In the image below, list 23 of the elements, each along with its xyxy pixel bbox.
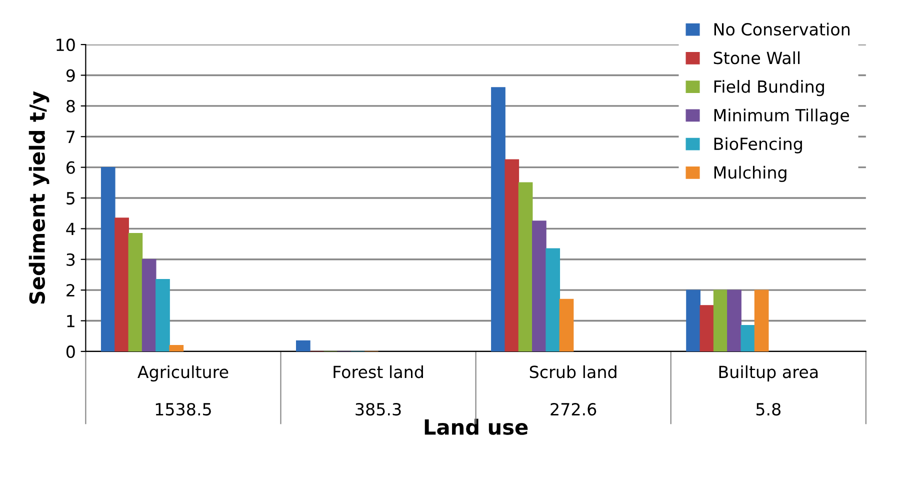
y-tick-label: 9 bbox=[66, 69, 75, 82]
y-tick-label: 0 bbox=[66, 345, 75, 358]
y-tick-label: 8 bbox=[66, 100, 75, 112]
y-tick-label: 5 bbox=[66, 192, 75, 205]
y-tick-label: 3 bbox=[66, 253, 75, 266]
category-label: Forest land 385.3 bbox=[334, 365, 423, 416]
legend-label: Mulching bbox=[714, 166, 786, 182]
legend-label: BioFencing bbox=[714, 137, 802, 154]
legend-label: Minimum Tillage bbox=[714, 108, 850, 125]
legend-label: Stone Wall bbox=[714, 51, 800, 64]
y-axis-title: Sediment yield t/y bbox=[28, 91, 50, 304]
x-axis-title: Land use bbox=[424, 418, 528, 435]
category-label: Agriculture 1538.5 bbox=[138, 365, 228, 416]
y-tick-label: 6 bbox=[66, 161, 75, 174]
legend-label: No Conservation bbox=[714, 22, 850, 36]
y-tick-label: 10 bbox=[56, 38, 75, 52]
y-tick-label: 1 bbox=[67, 314, 74, 328]
y-tick-label: 4 bbox=[66, 222, 76, 236]
category-label: Scrub land 272.6 bbox=[530, 365, 616, 416]
legend-label: Field Bunding bbox=[714, 80, 824, 96]
category-label: Builtup area 5.8 bbox=[719, 365, 818, 416]
y-tick-label: 7 bbox=[66, 130, 75, 143]
y-tick-label: 2 bbox=[66, 284, 74, 296]
